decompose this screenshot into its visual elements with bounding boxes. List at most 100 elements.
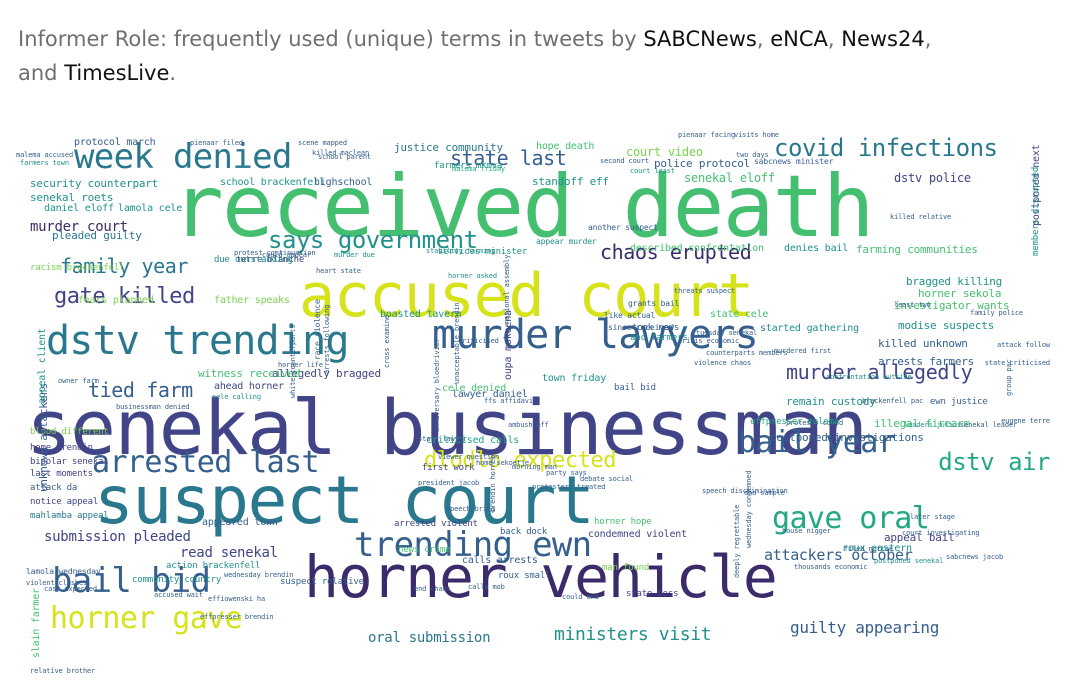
term-modise-suspects: modise suspects (898, 319, 995, 332)
term-visits-home: visits home (734, 131, 779, 139)
term-leaders-julius: leaders julius (904, 421, 962, 429)
term-school-brackenfell: school brackenfell (220, 177, 325, 188)
term-illegal-firearm: illegal firearm (874, 417, 971, 430)
term-attackers-october: attackers october (764, 546, 913, 564)
term-protest-continuation: protest continuation (234, 249, 316, 257)
term-appeared-town: appeared town (202, 517, 278, 528)
term-bail-bid: bail bid (52, 561, 211, 601)
term-pienaar-filed: pienaar filed (190, 139, 243, 147)
term-accused-wait: accused wait (154, 591, 203, 599)
term-hope-death: hope death (536, 141, 595, 152)
caption-separator: , (827, 27, 842, 51)
term-suspect-relative: suspect relative (280, 577, 364, 587)
term-ministers-visit: ministers visit (554, 624, 712, 645)
term-daniel-eloff: daniel eloff (44, 203, 114, 214)
term-wednesday-condemned: wednesday condemned (745, 470, 753, 548)
term-party-says: party says (546, 469, 587, 477)
term-least-two: least two (894, 301, 931, 309)
term-slain-farmer: slain farmer (31, 588, 42, 658)
caption-lead: Informer Role: frequently used (unique) … (18, 27, 644, 51)
source-enca: eNCA (770, 27, 828, 51)
term-national-assembly: national assembly (503, 254, 511, 324)
term-since-received: since received (608, 323, 674, 332)
term-arrests-following: arrests following (323, 304, 331, 374)
term-lawyer-daniel: lawyer daniel (452, 389, 528, 400)
term-postponed-investigations: postponed investigations (770, 431, 924, 444)
term-terre-blanche: terre blanche (236, 255, 305, 265)
term-grants-bail: grants bail (628, 299, 680, 308)
term-murder-court: murder court (30, 219, 128, 235)
term-president-jacob: president jacob (418, 479, 480, 487)
term-ffs-affidavit: ffs affidavit (484, 397, 537, 405)
term-accused-court: accused court (299, 261, 754, 331)
term-week-denied: week denied (74, 137, 292, 177)
term-described-confrontation: described confrontation (630, 243, 764, 254)
term-murder-allegedly: murder allegedly (786, 360, 973, 384)
term-mahlamba-appeal: mahlamba appeal (30, 511, 109, 521)
caption-separator: , (756, 27, 771, 51)
term-could-end: could end (562, 593, 599, 601)
term-horner-hope: horner hope (594, 517, 652, 527)
term-arrested-violent: arrested violent (394, 519, 478, 529)
term-speech-bring: speech bring (446, 505, 495, 513)
term-dstv-trending: dstv trending (46, 318, 349, 364)
term-stability-farming: stability farming (426, 247, 496, 255)
term-due-outstanding: due outstanding (214, 255, 293, 265)
term-lamola-wednesday: lamola wednesday (26, 567, 101, 576)
term-first-work: first work (422, 463, 475, 473)
term-guilty-appearing: guilty appearing (790, 618, 940, 637)
term-news-crime: news crime (398, 545, 451, 555)
term-race-violence: race violence (313, 299, 322, 360)
term-bragged-killing: bragged killing (906, 275, 1003, 288)
term-case-expected: case expected (44, 585, 97, 593)
term-witness-received: witness received (198, 367, 301, 380)
term-dstv-air: dstv air (938, 448, 1050, 476)
term-malema-friday: malema friday (452, 165, 505, 173)
term-postponed-senekal: postponed senekal (874, 557, 944, 565)
term-eugene-terre: eugene terre (1001, 417, 1050, 425)
term-owner-farm: owner farm (58, 377, 99, 385)
term-state-criticised: state criticised (984, 359, 1050, 367)
term-last-moments: last moments (30, 469, 93, 479)
term-appeal-bail: appeal bail (884, 531, 955, 544)
term-sabcnews-jacob: sabcnews jacob (946, 553, 1004, 561)
term-effpresser-brendin: effpresser brendin (200, 613, 274, 621)
term-denies-bail: denies bail (784, 243, 849, 254)
term-allegedly-bragged: allegedly bragged (272, 367, 381, 380)
term-pienaar-facing: pienaar facing (678, 131, 736, 139)
term-court-video: court video (626, 145, 703, 159)
term-senekal-leader: senekal leader (960, 421, 1018, 429)
term-violent-clashes: violent clashes (26, 579, 88, 587)
term-horner-gave: horner gave (50, 601, 243, 636)
term-security-counterpart: security counterpart (30, 177, 159, 190)
term-father-speaks: father speaks (214, 295, 290, 306)
term-court-least: court least (630, 167, 675, 175)
term-suspect-court: suspect court (94, 462, 595, 539)
term-senekal-eloff: senekal eloff (684, 171, 775, 185)
term-thousands-economic: thousands economic (794, 563, 868, 571)
term-crisis-economic: crisis economic (678, 337, 740, 345)
term-roux-small: roux small (498, 571, 551, 581)
word-cloud: received death senekal businessman suspect… (14, 128, 1052, 684)
term-covid-infections: covid infections (774, 134, 998, 162)
term-relative-brother: relative brother (30, 667, 96, 675)
term-home-brendin: home brendin (30, 443, 93, 453)
term-protocol-march: protocol march (74, 137, 156, 148)
term-senekal-businessman: senekal businessman (26, 383, 868, 472)
term-family-year: family year (60, 254, 189, 278)
term-started-gathering: started gathering (760, 323, 859, 334)
term-calls-mob: calls mob (468, 583, 505, 591)
term-gate-killed: gate killed (54, 284, 195, 309)
term-filed-notice: filed notice (844, 545, 893, 553)
term-oral-submission: oral submission (368, 630, 491, 646)
term-murdered-first: murdered first (774, 347, 832, 355)
term-dlodlo-expected: dlodlo expected (424, 448, 617, 473)
term-bail-bid: bail bid (614, 383, 656, 393)
term-malema-accused: malema accused (16, 151, 74, 159)
term-remain-custody: remain custody (786, 395, 876, 408)
term-justice-community: justice community (394, 141, 503, 154)
figure-caption: Informer Role: frequently used (unique) … (18, 22, 1058, 90)
term-state-lawyer: state lawyer (418, 435, 467, 443)
term-anniversary-bloedrivier: anniversary bloedrivier (433, 338, 441, 432)
term-deeply-regrettable: deeply regrettable (733, 504, 741, 578)
